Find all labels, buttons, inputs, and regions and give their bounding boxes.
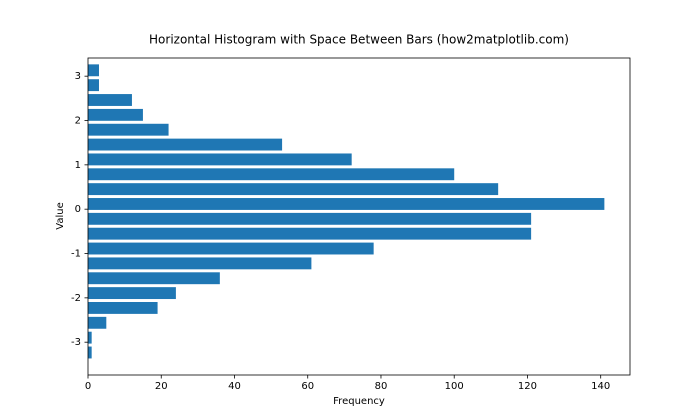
- x-tick-label: 140: [591, 381, 610, 392]
- plot-frame: [87, 57, 631, 376]
- bar: [88, 272, 220, 285]
- bar: [88, 346, 92, 359]
- x-axis-label: Frequency: [333, 396, 385, 407]
- y-tick-label: -1: [71, 249, 81, 260]
- y-tick-label: 2: [75, 116, 81, 127]
- bar: [88, 94, 132, 106]
- y-tick-label: -3: [71, 337, 81, 348]
- bar: [88, 123, 169, 136]
- bar: [88, 153, 352, 166]
- bar: [88, 198, 605, 210]
- y-tick-label: 3: [75, 71, 81, 82]
- bar: [88, 183, 499, 196]
- bar: [88, 302, 158, 314]
- x-tick-label: 100: [445, 381, 464, 392]
- y-tick-label: 0: [75, 204, 81, 215]
- bar: [88, 212, 532, 225]
- bar: [88, 316, 107, 329]
- bar: [88, 257, 312, 270]
- bar: [88, 79, 99, 92]
- bar: [88, 227, 532, 240]
- bar: [88, 64, 99, 77]
- x-tick-label: 120: [518, 381, 537, 392]
- bar: [88, 242, 374, 255]
- bar: [88, 138, 283, 151]
- y-tick-label: 1: [75, 160, 81, 171]
- x-tick-label: 40: [228, 381, 241, 392]
- bar: [88, 331, 92, 344]
- y-tick-label: -2: [71, 293, 81, 304]
- bar: [88, 168, 455, 181]
- y-axis-label: Value: [55, 202, 66, 229]
- bar: [88, 287, 176, 300]
- chart-title: Horizontal Histogram with Space Between …: [149, 33, 569, 47]
- x-tick-label: 20: [155, 381, 168, 392]
- bar: [88, 108, 143, 121]
- x-tick-label: 0: [85, 381, 91, 392]
- x-tick-label: 60: [301, 381, 314, 392]
- x-tick-label: 80: [375, 381, 388, 392]
